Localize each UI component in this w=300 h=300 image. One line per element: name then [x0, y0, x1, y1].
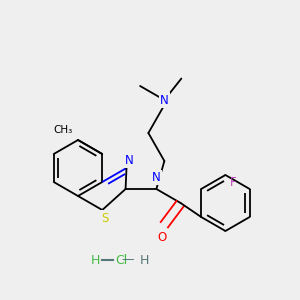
Text: H: H: [91, 254, 100, 266]
Text: —: —: [122, 254, 134, 266]
Text: N: N: [160, 94, 169, 106]
Text: H: H: [140, 254, 149, 266]
Text: CH₃: CH₃: [54, 125, 73, 135]
Text: N: N: [152, 171, 161, 184]
Text: Cl: Cl: [115, 254, 127, 266]
Text: S: S: [102, 212, 109, 224]
Text: N: N: [125, 154, 134, 166]
Text: O: O: [157, 231, 167, 244]
Text: F: F: [230, 176, 236, 190]
